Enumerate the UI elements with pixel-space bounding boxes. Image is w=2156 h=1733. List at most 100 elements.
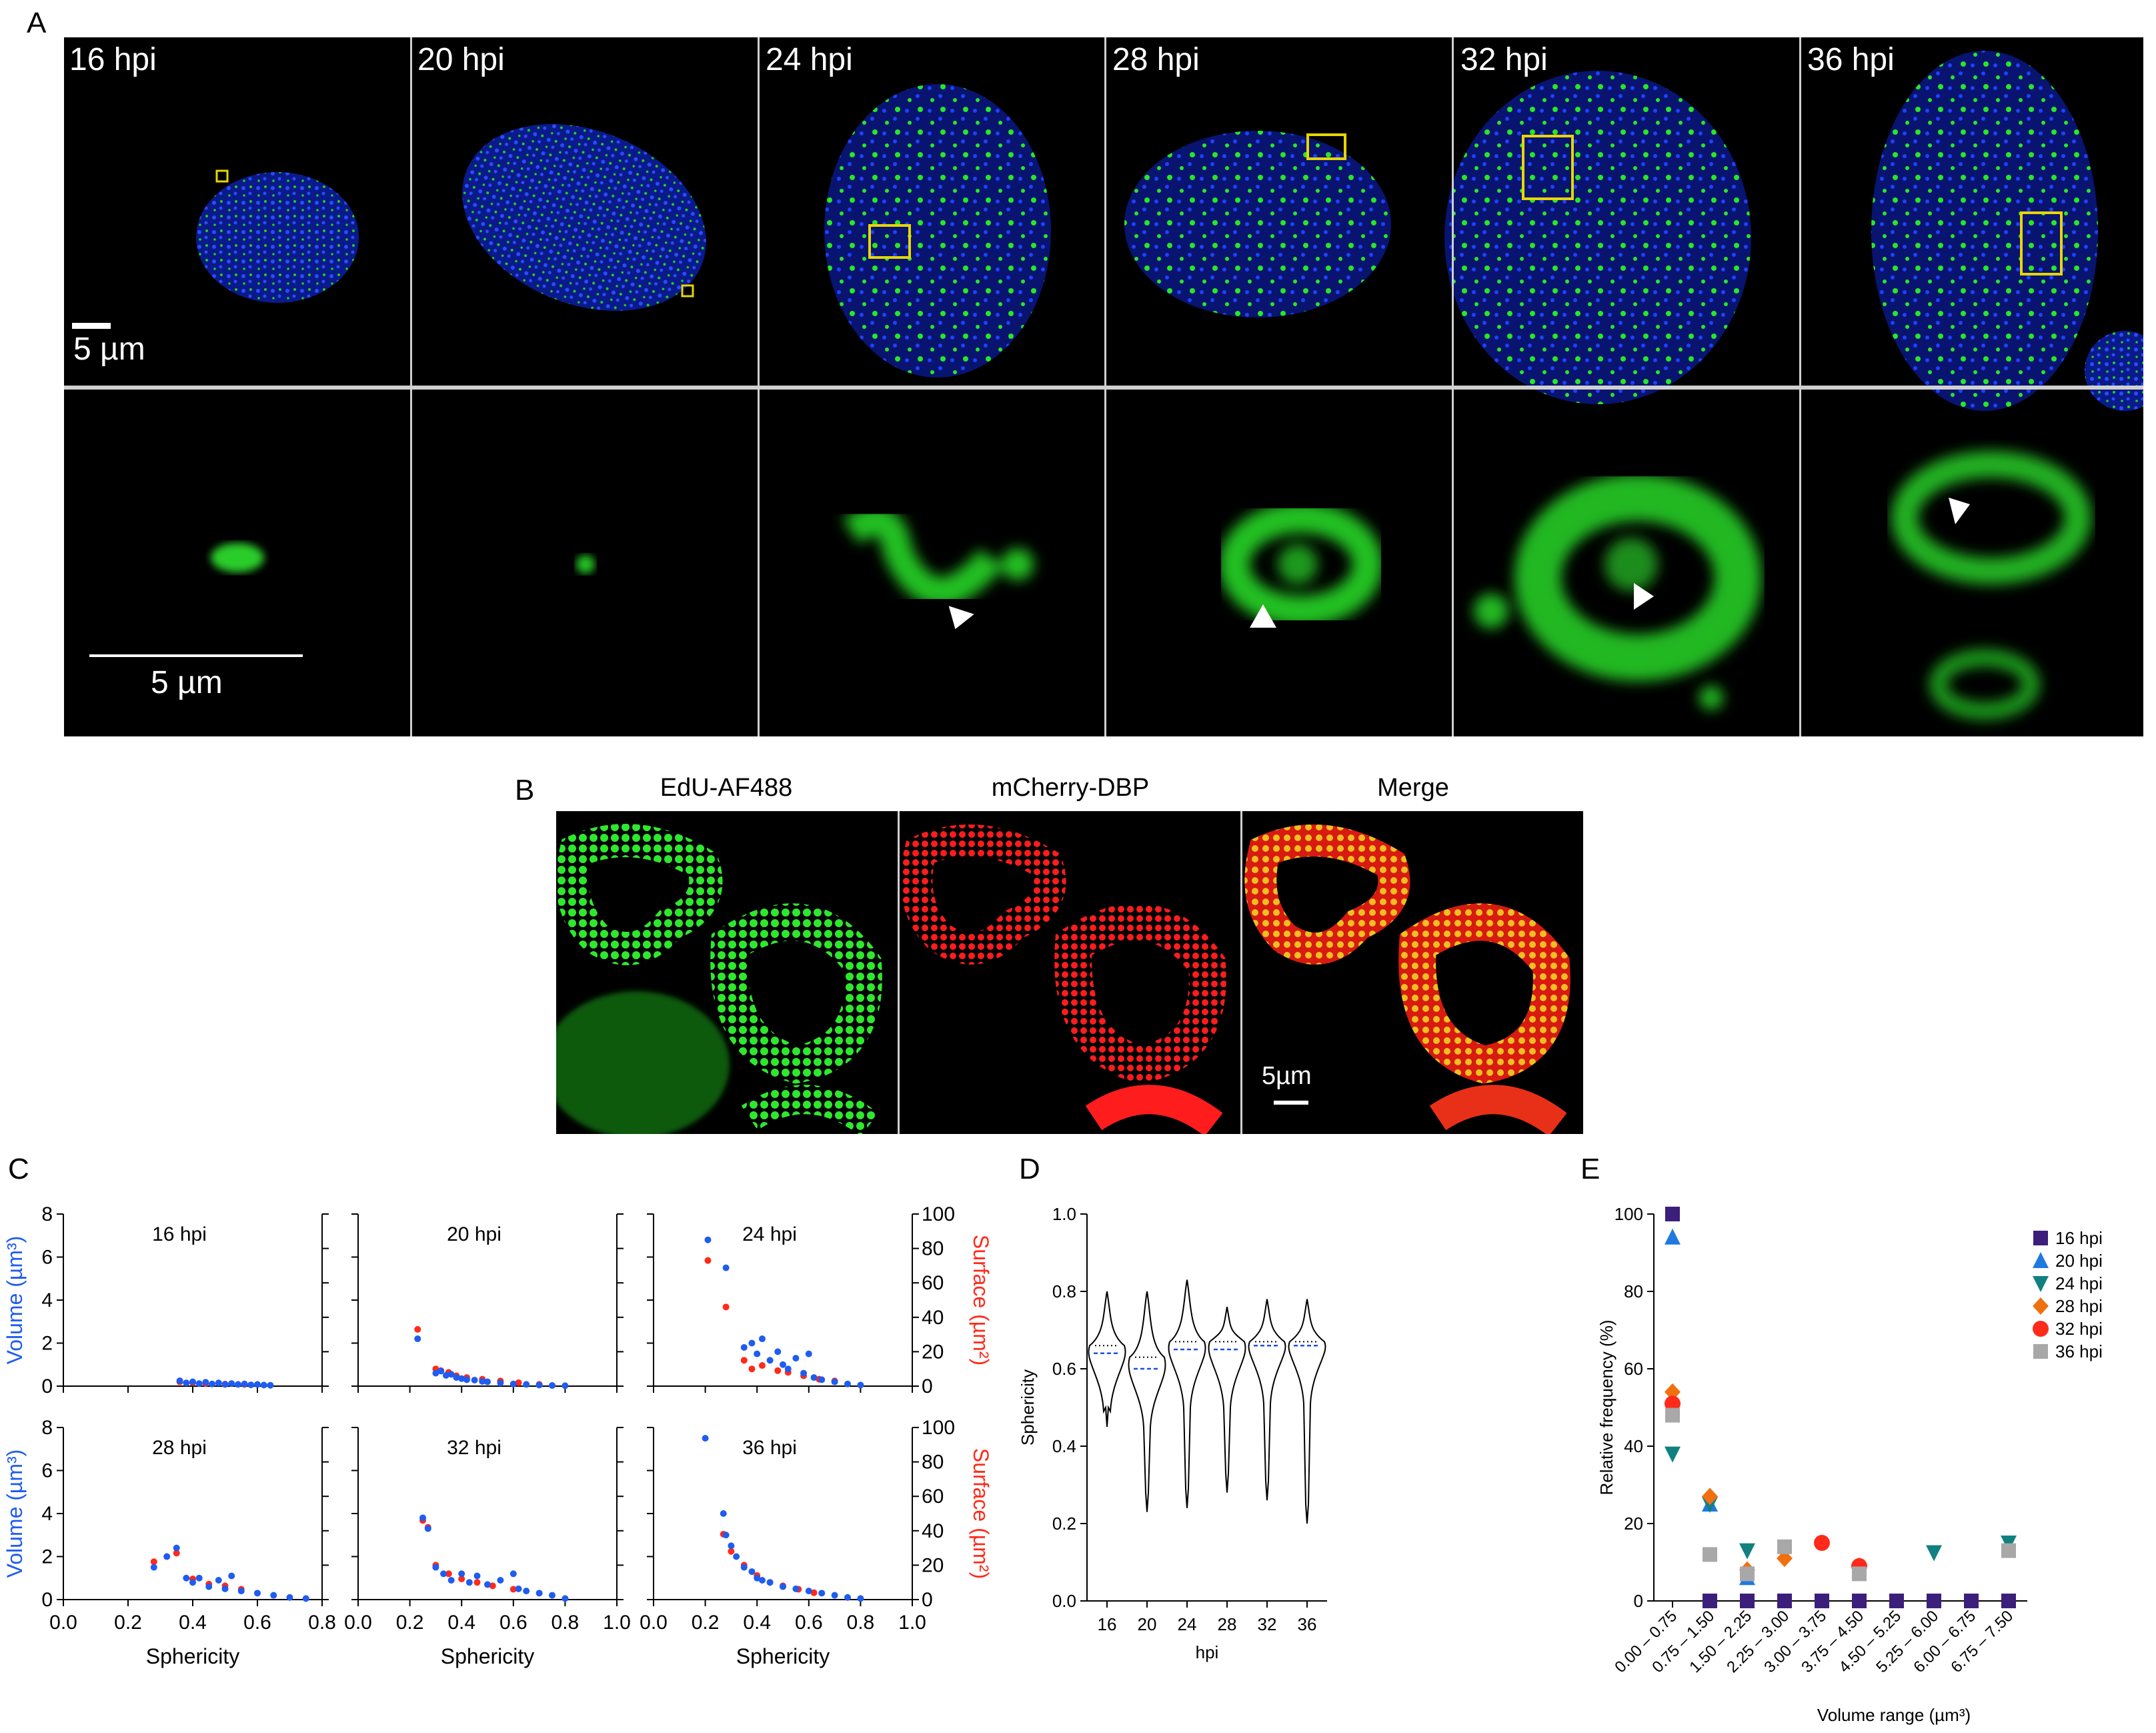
y-axis-label: Sphericity [1018,1369,1038,1446]
volume-point [780,1361,786,1368]
channel-label-merge: Merge [1377,774,1449,802]
surface-point [473,1579,481,1586]
marker-diamond [1702,1488,1718,1506]
y-tick-label: 0.2 [1052,1514,1076,1534]
y-tick-label: 0.0 [1052,1591,1076,1611]
volume-point [844,1380,851,1387]
volume-point [515,1585,522,1592]
surface-point [515,1379,522,1386]
volume-point [173,1544,180,1552]
volume-point [810,1374,818,1381]
channel-label-edu: EdU-AF488 [660,774,793,802]
x-axis-label: Sphericity [441,1644,535,1668]
scalebar-top [72,323,111,329]
legend-label: 24 hpi [2055,1273,2103,1293]
x-tick-label: 32 [1258,1614,1277,1634]
volume-point [497,1379,504,1387]
volume-point [442,1371,449,1379]
y-tick-label: 8 [41,1203,53,1225]
y-axis-label-volume: Volume (µm³) [3,1450,27,1578]
surface-point [774,1367,782,1374]
volume-point [414,1335,421,1343]
surface-point [748,1365,756,1373]
x-tick-label: 0.4 [447,1612,475,1634]
y-tick-right-label: 80 [922,1452,944,1474]
row-divider [64,386,2143,390]
marker-triangle-down [2033,1276,2049,1292]
volume-point [784,1365,792,1373]
volume-point [758,1576,766,1584]
volume-point [780,1583,786,1590]
volume-point [221,1381,229,1388]
volume-point [728,1542,735,1550]
channel-divider [898,811,900,1134]
volume-point [523,1588,530,1595]
volume-point [463,1376,470,1383]
panel-letter-b: B [515,774,535,806]
volume-point [234,1381,241,1388]
violin [1168,1279,1206,1508]
y-tick-label: 0.8 [1052,1281,1076,1301]
panel-letter-a: A [27,7,47,39]
volume-point [195,1380,203,1387]
y-tick-right-label: 60 [922,1486,944,1508]
surface-point [414,1325,421,1333]
marker-square [1927,1594,1941,1608]
marker-diamond [1665,1383,1681,1401]
volume-point [270,1592,277,1599]
volume-point [766,1579,774,1586]
volume-point [831,1592,838,1599]
volume-point [479,1377,486,1385]
violin [1088,1291,1126,1427]
y-tick-label: 40 [1624,1436,1643,1456]
roi-zoom-28hpi [1219,502,1383,626]
marker-square [1852,1566,1867,1582]
x-tick-label: 36 [1298,1614,1317,1634]
surface-point [728,1548,735,1555]
surface-point [810,1589,818,1596]
x-tick-label: 0.6 [795,1612,823,1634]
roi-box-24hpi [868,224,911,259]
x-axis-label: hpi [1196,1642,1219,1662]
panel-b-scalebar [1274,1101,1308,1105]
volume-point [440,1570,447,1578]
scalebar-bottom [89,654,303,657]
volume-point [471,1376,478,1383]
volume-point [221,1585,229,1592]
marker-triangle-down [1739,1543,1755,1560]
dbp-channel [900,824,1226,1134]
subplot-title: 32 hpi [447,1437,501,1459]
surface-point [722,1303,730,1311]
x-tick-label: 0.4 [743,1612,771,1634]
volume-point [497,1576,504,1584]
violin [1208,1307,1246,1493]
x-tick-label: 0.2 [396,1612,424,1634]
roi-zoom-20hpi [576,555,595,574]
x-tick-label: 0.6 [499,1612,527,1634]
volume-point [447,1576,455,1584]
panel-a-image [72,51,2143,720]
surface-point [509,1586,517,1593]
x-axis-label: Sphericity [146,1644,240,1668]
marker-square [1777,1594,1792,1608]
y-tick-label: 4 [41,1503,53,1525]
roi-box-32hpi [1522,135,1574,200]
marker-square [1703,1594,1717,1608]
subplot-title: 20 hpi [447,1223,501,1245]
roi-zoom-16hpi [211,543,264,572]
x-tick-label: 0.0 [344,1612,372,1634]
marker-square [2001,1594,2016,1608]
marker-square [1852,1594,1867,1608]
volume-point [549,1382,556,1389]
y-tick-label: 2 [41,1333,53,1355]
y-tick-right-label: 0 [922,1589,933,1611]
panel-d-chart: 0.0 0.2 0.4 0.6 0.8 1.0 Sphericity hpi 16 20 24 28 3… [1018,1204,1327,1662]
arrowhead-32hpi [1634,583,1654,610]
panel-letter-e: E [1580,1153,1600,1185]
volume-point [748,1339,756,1347]
roi-box-20hpi [681,284,694,298]
volume-point [183,1574,190,1582]
marker-circle [1665,1395,1681,1412]
x-tick-label: 24 [1178,1614,1197,1634]
x-axis-label: Sphericity [736,1644,830,1668]
